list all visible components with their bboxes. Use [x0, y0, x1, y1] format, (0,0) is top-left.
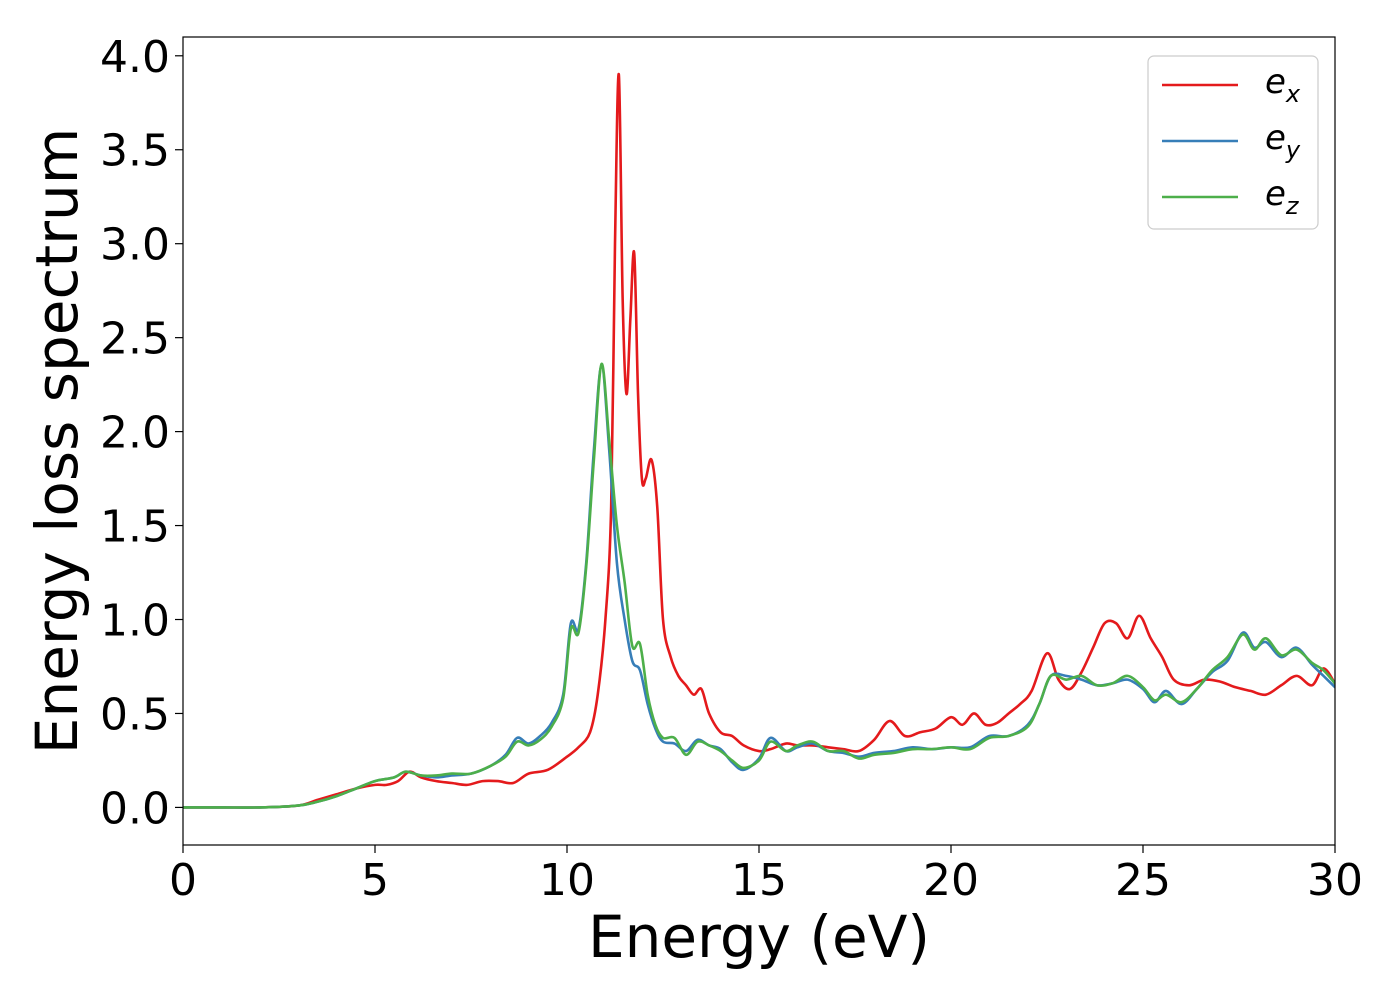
plot-lines [183, 72, 1335, 809]
x-tick-label: 20 [923, 855, 979, 906]
y-tick-label: 0.5 [100, 689, 170, 740]
x-tick-label: 5 [361, 855, 389, 906]
y-tick-label: 3.0 [100, 220, 170, 271]
x-tick-label: 25 [1115, 855, 1171, 906]
series-line-e-x [183, 72, 1335, 809]
x-tick-label: 15 [731, 855, 787, 906]
y-tick-label: 0.0 [100, 783, 170, 834]
x-axis-title: Energy (eV) [588, 903, 930, 971]
legend-label-e-x: ex [1265, 62, 1301, 108]
y-tick-label: 2.0 [100, 408, 170, 459]
x-tick-label: 0 [169, 855, 197, 906]
y-axis-ticks: 0.0 0.5 1.0 1.5 2.0 2.5 3.0 3.5 4.0 [100, 32, 183, 834]
legend-box [1147, 55, 1319, 230]
x-axis-ticks: 0 5 10 15 20 25 30 [169, 845, 1363, 906]
y-tick-label: 1.5 [100, 502, 170, 553]
x-tick-label: 30 [1307, 855, 1363, 906]
series-line-e-z [183, 362, 1335, 809]
y-tick-label: 4.0 [100, 32, 170, 83]
y-tick-label: 2.5 [100, 314, 170, 365]
y-axis-title: Energy loss spectrum [23, 128, 91, 754]
y-tick-label: 1.0 [100, 596, 170, 647]
y-tick-label: 3.5 [100, 126, 170, 177]
x-tick-label: 10 [539, 855, 595, 906]
